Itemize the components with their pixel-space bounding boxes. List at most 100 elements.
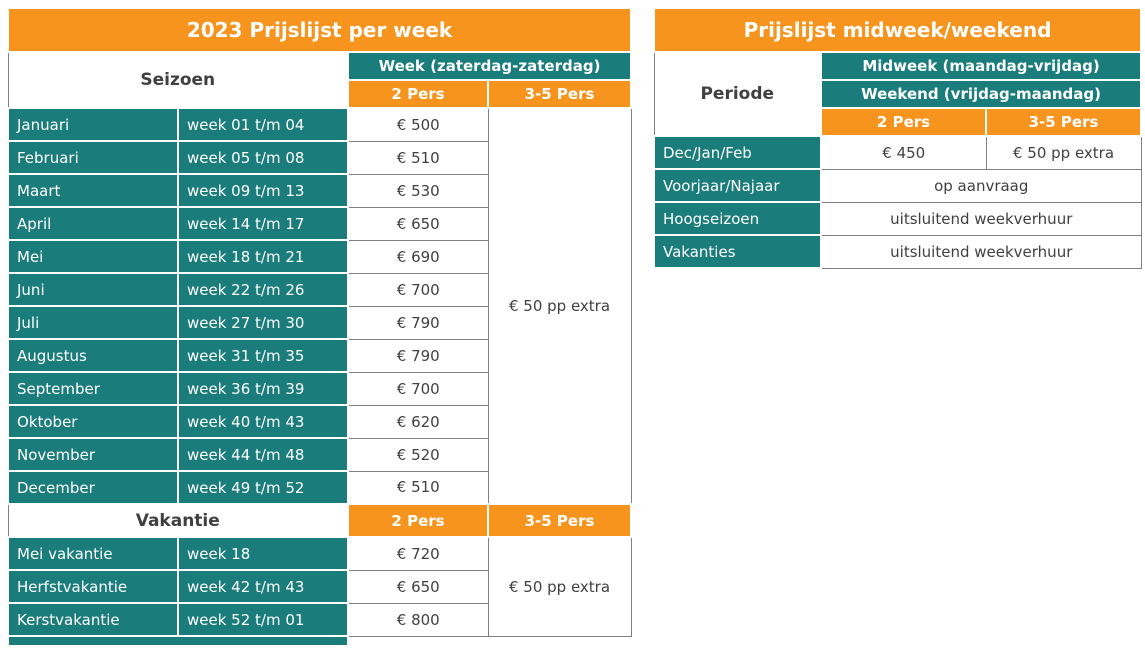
price-cell: € 500 — [347, 107, 489, 142]
weeks-cell: week 44 t/m 48 — [177, 437, 349, 472]
pers-header-row: 2 Pers 3-5 Pers — [654, 107, 1143, 137]
extra-note-cell: € 50 pp extra — [985, 135, 1142, 170]
extra-note-cell: € 50 pp extra — [487, 536, 632, 637]
vakantie-header: Vakantie — [7, 503, 349, 538]
price-cell: € 720 — [347, 536, 489, 571]
pers35-header: 3-5 Pers — [487, 79, 632, 109]
week-price-table: 2023 Prijslijst per week Seizoen Week (z… — [7, 7, 632, 647]
price-cell: € 510 — [347, 470, 489, 505]
table-row: Mei vakantie week 18 € 720 € 50 pp extra — [7, 536, 632, 637]
month-cell: Februari — [7, 140, 179, 175]
table-row: Dec/Jan/Feb € 450 € 50 pp extra — [653, 135, 1142, 170]
table-row: Juni week 22 t/m 26 € 700 — [7, 272, 631, 307]
vakantie-name-cell: Herfstvakantie — [7, 569, 179, 604]
price-cell: € 520 — [347, 437, 489, 472]
vakantie-pers35-header: 3-5 Pers — [487, 503, 632, 538]
periode-cell: Dec/Jan/Feb — [653, 135, 822, 170]
month-cell: December — [7, 470, 179, 505]
month-cell: Juli — [7, 305, 179, 340]
note-cell: op aanvraag — [820, 168, 1142, 203]
week-table-header-row-1: Seizoen Week (zaterdag-zaterdag) — [7, 51, 632, 109]
month-cell: Juni — [7, 272, 179, 307]
price-cell: € 530 — [347, 173, 489, 208]
weeks-cell: week 01 t/m 04 — [177, 107, 349, 142]
weeks-cell: week 18 t/m 21 — [177, 239, 349, 274]
periode-cell: Voorjaar/Najaar — [653, 168, 822, 203]
pers2-header: 2 Pers — [347, 79, 489, 109]
extra-note-cell: € 50 pp extra — [487, 107, 632, 505]
price-cell: € 510 — [347, 140, 489, 175]
price-cell: € 690 — [347, 239, 489, 274]
pers35-header: 3-5 Pers — [984, 107, 1143, 137]
table-row: December week 49 t/m 52 € 510 — [7, 470, 631, 505]
weeks-cell: week 42 t/m 43 — [177, 569, 349, 604]
month-cell: April — [7, 206, 179, 241]
weeks-cell: week 52 t/m 01 — [177, 602, 349, 637]
week-table-title: 2023 Prijslijst per week — [7, 7, 632, 53]
partial-row-strip — [7, 635, 349, 647]
midweek-price-table: Prijslijst midweek/weekend Periode Midwe… — [652, 7, 1143, 269]
partial-row — [7, 635, 631, 647]
month-cell: November — [7, 437, 179, 472]
midweek-table-title: Prijslijst midweek/weekend — [652, 7, 1143, 53]
table-row: Vakanties uitsluitend weekverhuur — [653, 234, 1142, 269]
midweek-table-title-row: Prijslijst midweek/weekend — [652, 7, 1143, 53]
weeks-cell: week 05 t/m 08 — [177, 140, 349, 175]
partial-row-blank — [348, 636, 631, 646]
price-cell: € 790 — [347, 305, 489, 340]
table-row: Herfstvakantie week 42 t/m 43 € 650 — [7, 569, 631, 604]
weeks-cell: week 22 t/m 26 — [177, 272, 349, 307]
price-cell: € 650 — [347, 206, 489, 241]
vakantie-header-row: Vakantie 2 Pers 3-5 Pers — [7, 503, 632, 538]
midweek-header-row: Periode Midweek (maandag-vrijdag) — [653, 51, 1143, 137]
table-row: Kerstvakantie week 52 t/m 01 € 800 — [7, 602, 631, 637]
note-cell: uitsluitend weekverhuur — [820, 234, 1142, 269]
weeks-cell: week 31 t/m 35 — [177, 338, 349, 373]
month-cell: Mei — [7, 239, 179, 274]
periode-header: Periode — [653, 51, 822, 137]
weeks-cell: week 09 t/m 13 — [177, 173, 349, 208]
price-cell: € 620 — [347, 404, 489, 439]
month-cell: Oktober — [7, 404, 179, 439]
table-row: Januari week 01 t/m 04 € 500 € 50 pp ext… — [7, 107, 632, 505]
table-row: Augustus week 31 t/m 35 € 790 — [7, 338, 631, 373]
pers2-header: 2 Pers — [820, 107, 987, 137]
price-cell: € 650 — [347, 569, 489, 604]
price-cell: € 790 — [347, 338, 489, 373]
weeks-cell: week 49 t/m 52 — [177, 470, 349, 505]
table-row: Februari week 05 t/m 08 € 510 — [7, 140, 631, 175]
weeks-cell: week 36 t/m 39 — [177, 371, 349, 406]
vakantie-name-cell: Mei vakantie — [7, 536, 179, 571]
table-row: November week 44 t/m 48 € 520 — [7, 437, 631, 472]
week-column-header: Week (zaterdag-zaterdag) — [347, 51, 632, 81]
table-row: Voorjaar/Najaar op aanvraag — [653, 168, 1142, 203]
month-cell: Januari — [7, 107, 179, 142]
periode-cell: Hoogseizoen — [653, 201, 822, 236]
month-cell: Maart — [7, 173, 179, 208]
vakantie-pers2-header: 2 Pers — [347, 503, 489, 538]
table-row: September week 36 t/m 39 € 700 — [7, 371, 631, 406]
weeks-cell: week 27 t/m 30 — [177, 305, 349, 340]
weeks-cell: week 14 t/m 17 — [177, 206, 349, 241]
midweek-column-header: Midweek (maandag-vrijdag) — [819, 51, 1143, 81]
price-cell: € 700 — [347, 371, 489, 406]
periode-cell: Vakanties — [653, 234, 822, 269]
price-cell: € 700 — [347, 272, 489, 307]
price-cell: € 800 — [347, 602, 489, 637]
table-row: Oktober week 40 t/m 43 € 620 — [7, 404, 631, 439]
weekend-column-header: Weekend (vrijdag-maandag) — [819, 79, 1143, 109]
month-cell: Augustus — [7, 338, 179, 373]
table-row: Maart week 09 t/m 13 € 530 — [7, 173, 631, 208]
table-row: Mei week 18 t/m 21 € 690 — [7, 239, 631, 274]
vakantie-name-cell: Kerstvakantie — [7, 602, 179, 637]
week-table-header-row-2: 2 Pers 3-5 Pers — [8, 79, 632, 109]
note-cell: uitsluitend weekverhuur — [820, 201, 1142, 236]
week-table-title-row: 2023 Prijslijst per week — [7, 7, 632, 53]
weekend-header-row: Weekend (vrijdag-maandag) — [654, 79, 1143, 109]
table-row: April week 14 t/m 17 € 650 — [7, 206, 631, 241]
table-row: Juli week 27 t/m 30 € 790 — [7, 305, 631, 340]
weeks-cell: week 18 — [177, 536, 349, 571]
price-cell: € 450 — [820, 135, 987, 170]
table-row: Hoogseizoen uitsluitend weekverhuur — [653, 201, 1142, 236]
weeks-cell: week 40 t/m 43 — [177, 404, 349, 439]
